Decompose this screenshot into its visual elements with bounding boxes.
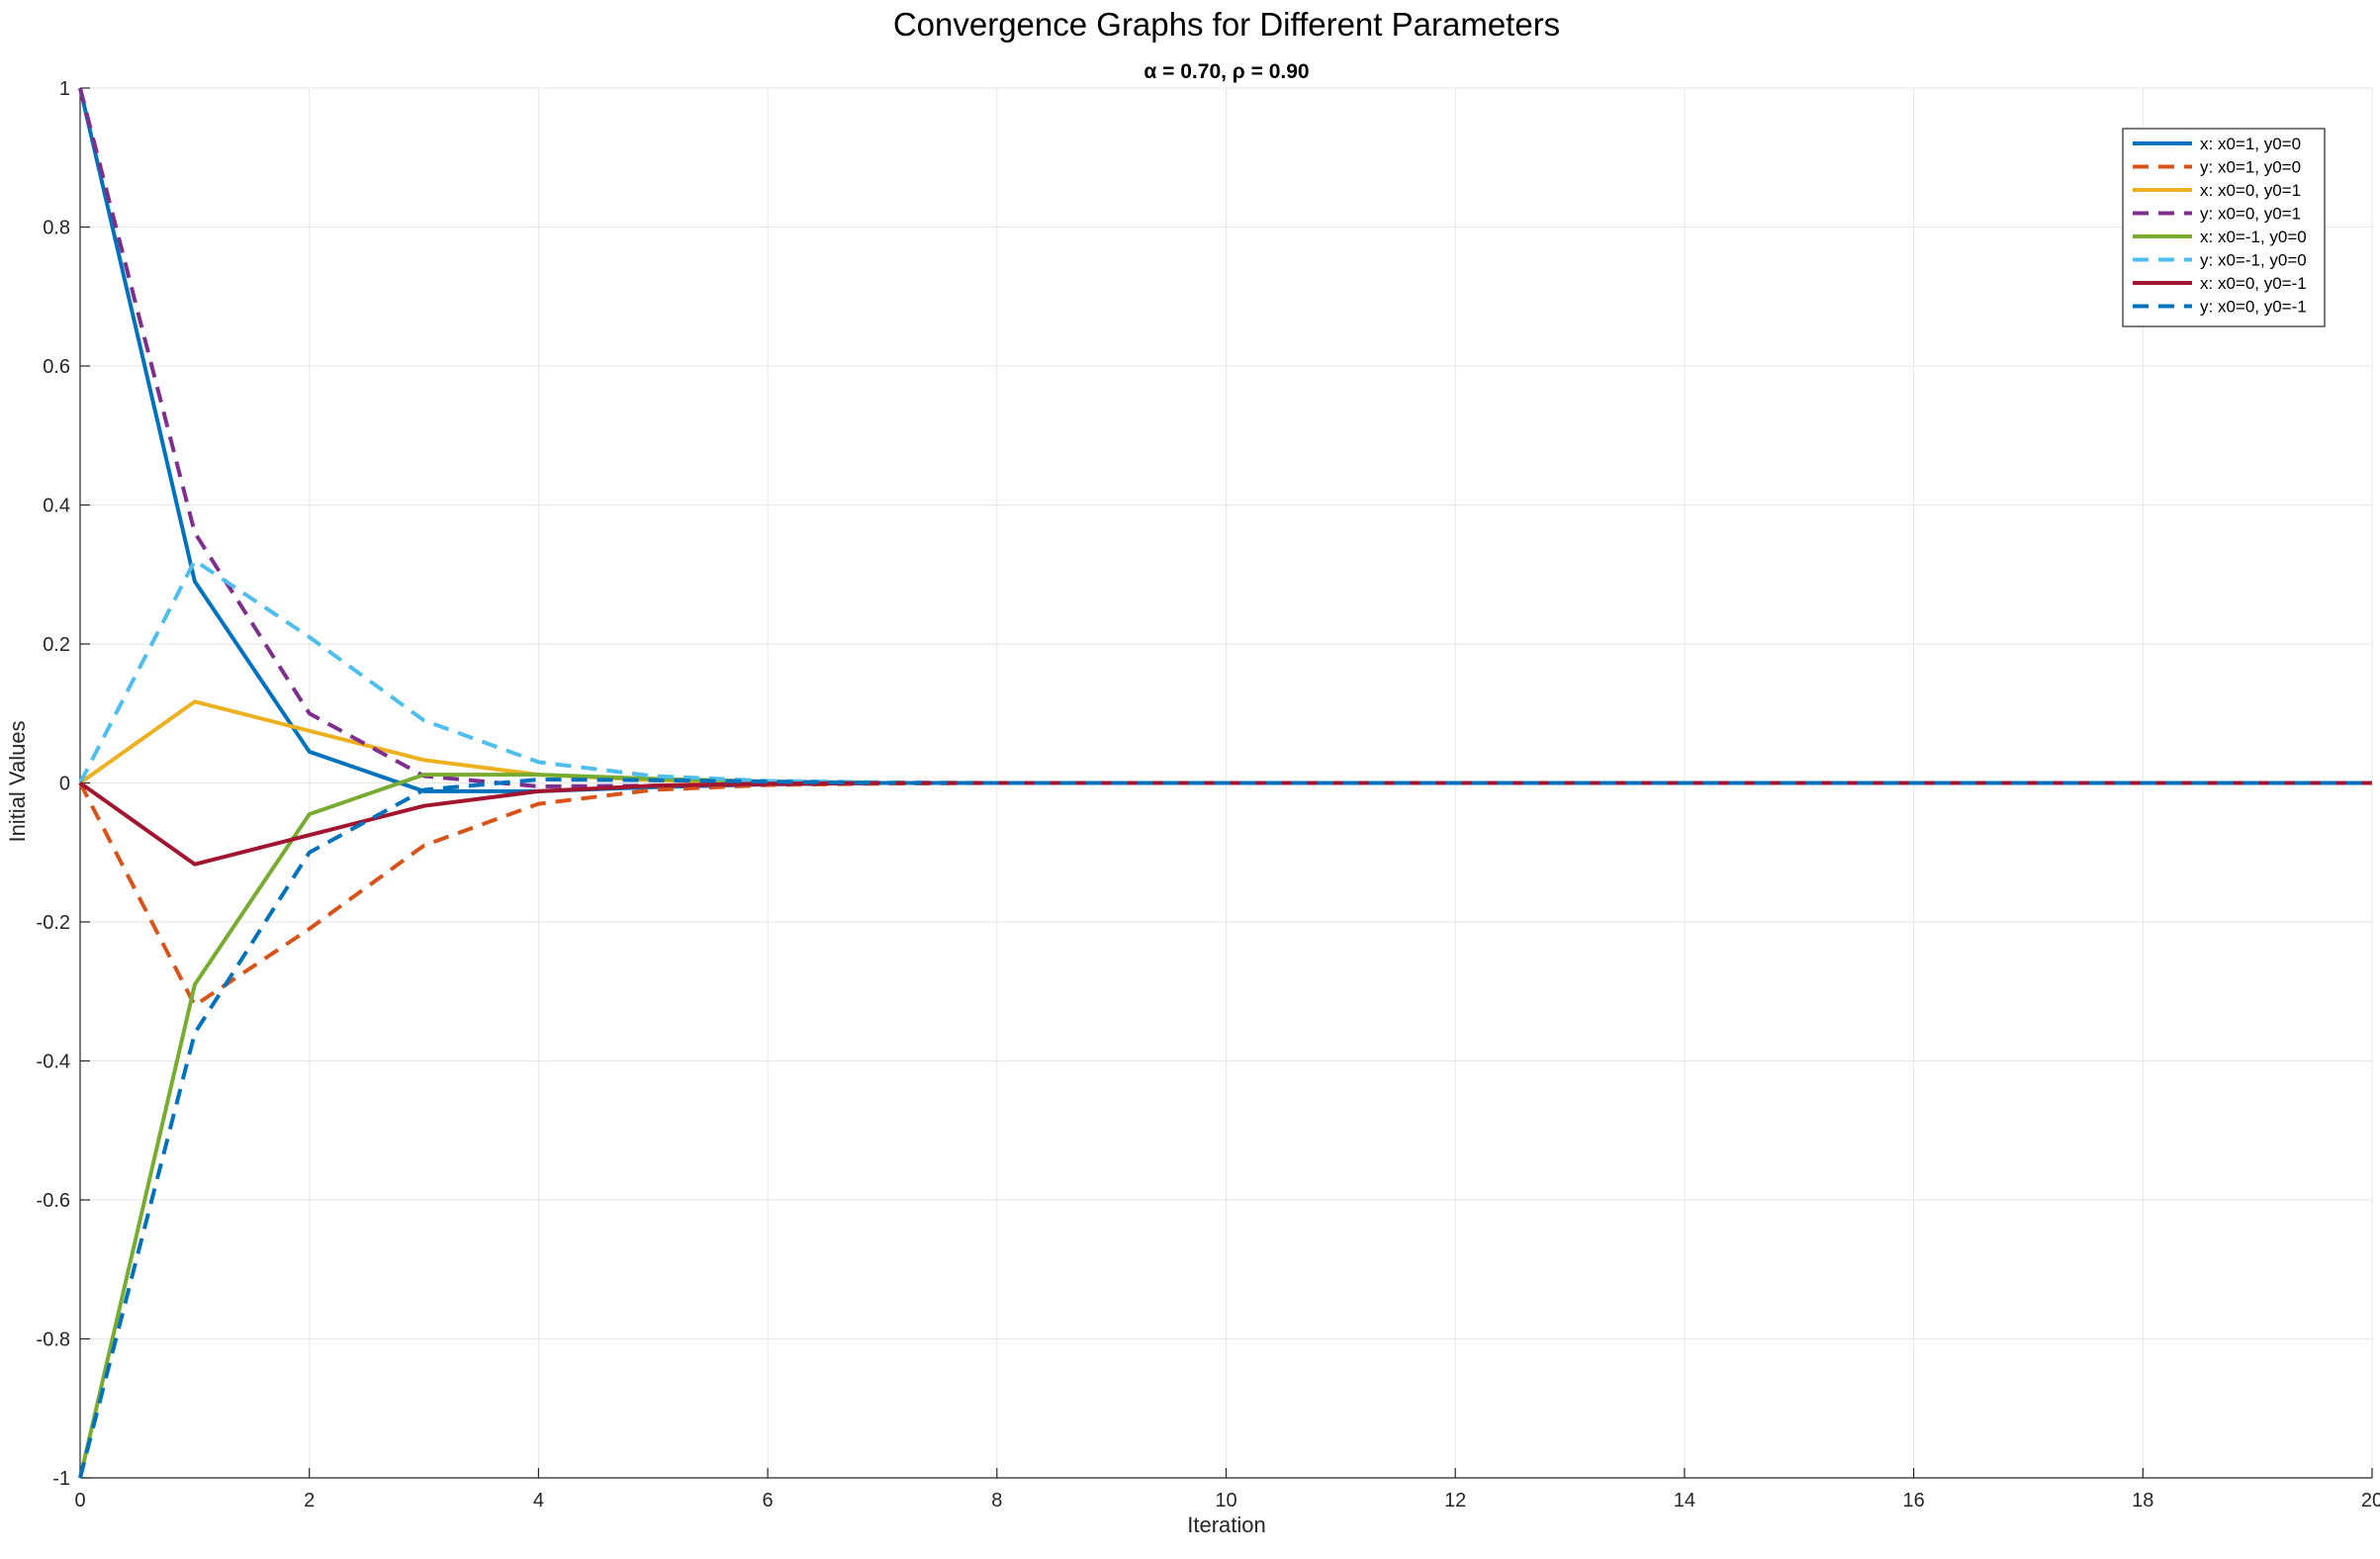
legend-label: x: x0=-1, y0=0 bbox=[2200, 228, 2307, 246]
x-tick-label: 4 bbox=[533, 1490, 544, 1512]
y-axis-label: Initial Values bbox=[5, 720, 30, 842]
y-tick-label: -0.2 bbox=[37, 912, 70, 934]
legend-item: x: x0=0, y0=-1 bbox=[2133, 274, 2307, 293]
legend-item: x: x0=0, y0=1 bbox=[2133, 181, 2301, 200]
chart-title: Convergence Graphs for Different Paramet… bbox=[893, 6, 1560, 43]
x-tick-label: 2 bbox=[304, 1490, 315, 1512]
series-line bbox=[78, 778, 2372, 1479]
y-tick-label: -0.6 bbox=[37, 1190, 70, 1212]
x-axis-label: Iteration bbox=[1187, 1513, 1266, 1537]
legend-item: y: x0=0, y0=1 bbox=[2133, 205, 2301, 224]
x-tick-label: 20 bbox=[2361, 1490, 2380, 1512]
x-tick-label: 6 bbox=[763, 1490, 774, 1512]
legend-item: y: x0=0, y0=-1 bbox=[2133, 298, 2307, 317]
x-tick-label: 16 bbox=[1902, 1490, 1924, 1512]
y-tick-label: 0 bbox=[59, 774, 70, 795]
legend-item: x: x0=-1, y0=0 bbox=[2133, 228, 2307, 246]
legend-label: y: x0=1, y0=0 bbox=[2200, 158, 2301, 177]
axes: 0 2 4 6 8 10 12 14 16 18 20 -1 -0.8 -0.6 -0.4 -0.2 0 0.2 0… bbox=[37, 78, 2380, 1512]
x-tick-label: 12 bbox=[1444, 1490, 1466, 1512]
y-tick-label: 0.8 bbox=[43, 218, 70, 239]
y-tick-label: -0.8 bbox=[37, 1330, 70, 1351]
legend-item: y: x0=1, y0=0 bbox=[2133, 158, 2301, 177]
x-tick-label: 14 bbox=[1674, 1490, 1695, 1512]
legend-item: y: x0=-1, y0=0 bbox=[2133, 251, 2307, 270]
y-tick-label: -0.4 bbox=[37, 1052, 70, 1073]
legend-label: y: x0=0, y0=1 bbox=[2200, 205, 2301, 224]
legend-label: x: x0=0, y0=1 bbox=[2200, 181, 2301, 200]
x-tick-label: 0 bbox=[74, 1490, 85, 1512]
chart-subtitle: α = 0.70, ρ = 0.90 bbox=[1144, 60, 1309, 83]
legend-item: x: x0=1, y0=0 bbox=[2133, 135, 2301, 153]
y-tick-label: -1 bbox=[52, 1468, 70, 1490]
y-tick-label: 0.2 bbox=[43, 634, 70, 656]
x-tick-label: 18 bbox=[2132, 1490, 2153, 1512]
y-tick-label: 0.6 bbox=[43, 356, 70, 378]
y-tick-label: 1 bbox=[59, 78, 70, 100]
x-tick-label: 8 bbox=[991, 1490, 1002, 1512]
legend-label: y: x0=0, y0=-1 bbox=[2200, 298, 2307, 317]
series-lines bbox=[78, 87, 2372, 1479]
legend: x: x0=1, y0=0 y: x0=1, y0=0 x: x0=0, y0=1 y… bbox=[2122, 128, 2326, 327]
y-tick-label: 0.4 bbox=[43, 496, 70, 517]
legend-box bbox=[2122, 128, 2326, 327]
legend-label: x: x0=1, y0=0 bbox=[2200, 135, 2301, 153]
legend-label: y: x0=-1, y0=0 bbox=[2200, 251, 2307, 270]
legend-label: x: x0=0, y0=-1 bbox=[2200, 274, 2307, 293]
x-tick-label: 10 bbox=[1215, 1490, 1236, 1512]
